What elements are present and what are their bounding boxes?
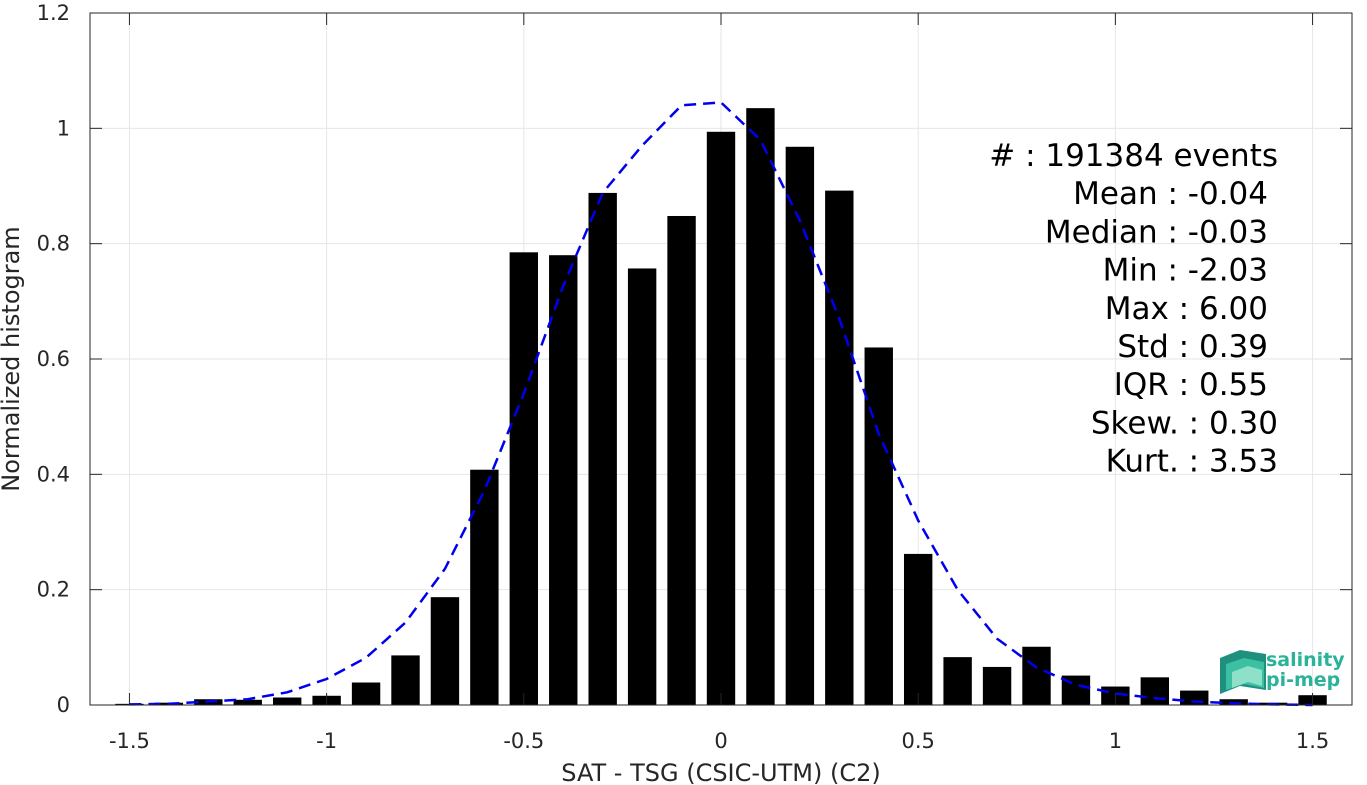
y-tick-label: 1 [57, 116, 70, 140]
histogram-bar [509, 252, 539, 706]
salinity-pi-mep-logo: salinity pi-mep [1220, 649, 1345, 694]
stat-line: IQR : 0.55 [1114, 367, 1268, 403]
stat-line: Kurt. : 3.53 [1106, 444, 1278, 480]
y-tick-label: 1.2 [37, 1, 70, 25]
histogram-bar [667, 215, 696, 705]
x-tick-label: 0 [714, 729, 727, 753]
x-tick-label: 0.5 [901, 729, 934, 753]
histogram-bar [825, 190, 854, 705]
wave-icon [1220, 650, 1266, 694]
x-tick-label: 1 [1109, 729, 1122, 753]
x-tick-labels: -1.5 -1 -0.5 0 0.5 1 1.5 [109, 729, 1329, 753]
histogram-bar [746, 108, 775, 705]
y-tick-label: 0.2 [37, 578, 70, 602]
histogram-bar [903, 553, 933, 705]
histogram-bar [943, 657, 972, 705]
histogram-bar [272, 697, 302, 705]
x-tick-label: -0.5 [503, 729, 544, 753]
histogram-bar [233, 699, 262, 705]
histogram-bar [391, 655, 420, 705]
histogram-bar [1180, 690, 1209, 705]
y-tick-labels: 0 0.2 0.4 0.6 0.8 1 1.2 [37, 1, 70, 717]
x-axis-label: SAT - TSG (CSIC-UTM) (C2) [561, 759, 880, 785]
histogram-bar [549, 255, 578, 705]
y-tick-label: 0 [57, 693, 70, 717]
stat-line: Skew. : 0.30 [1091, 405, 1278, 441]
y-tick-label: 0.6 [37, 347, 70, 371]
histogram-bar [1140, 677, 1170, 705]
stat-line: Min : -2.03 [1103, 253, 1268, 289]
y-axis-label: Normalized histogram [0, 226, 25, 491]
histogram-bar [982, 666, 1012, 705]
x-tick-label: -1 [316, 729, 337, 753]
bars [115, 108, 1327, 706]
x-tick-label: 1.5 [1296, 729, 1329, 753]
histogram-bar [785, 146, 815, 705]
logo-line2: pi-mep [1266, 669, 1340, 691]
histogram-bar [1022, 646, 1051, 705]
histogram-bar [470, 469, 499, 705]
axis-ticks [90, 12, 1352, 706]
stat-line: Std : 0.39 [1117, 329, 1268, 365]
stat-line: Median : -0.03 [1045, 214, 1268, 250]
histogram-bar [627, 268, 657, 705]
histogram-bar [430, 597, 460, 705]
logo-line1: salinity [1266, 649, 1345, 671]
histogram-bar [588, 192, 617, 706]
stat-line: Mean : -0.04 [1073, 176, 1268, 212]
y-tick-label: 0.4 [37, 462, 70, 486]
histogram-bar [351, 682, 381, 705]
stat-line: Max : 6.00 [1105, 291, 1268, 327]
histogram-bar [706, 131, 736, 705]
y-tick-label: 0.8 [37, 232, 70, 256]
normal-fit-curve [129, 101, 1313, 707]
x-tick-label: -1.5 [109, 729, 150, 753]
stat-line: # : 191384 events [989, 138, 1278, 174]
histogram-bar [864, 347, 893, 705]
